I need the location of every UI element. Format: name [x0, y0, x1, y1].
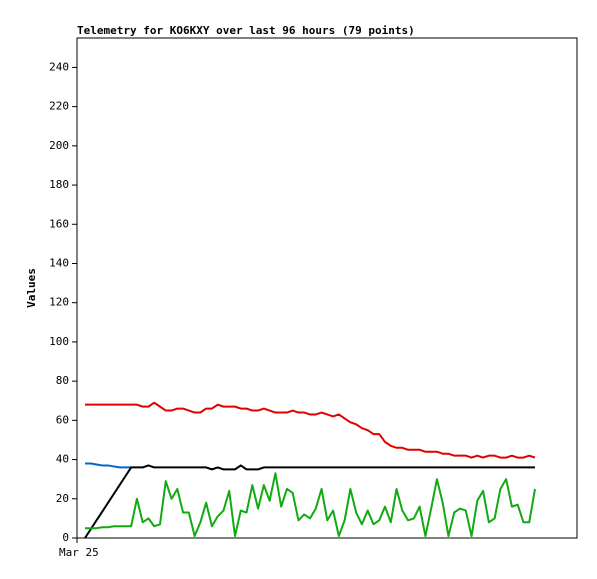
y-tick-label: 40 [56, 453, 69, 466]
y-tick-label: 0 [62, 531, 69, 544]
chart-title: Telemetry for KO6KXY over last 96 hours … [77, 24, 415, 37]
y-tick-label: 120 [49, 296, 69, 309]
plot-frame [76, 37, 578, 539]
y-tick-label: 160 [49, 217, 69, 230]
y-tick-label: 80 [56, 374, 69, 387]
y-tick-label: 220 [49, 100, 69, 113]
y-tick-label: 60 [56, 413, 69, 426]
y-tick-label: 140 [49, 256, 69, 269]
y-tick-label: 100 [49, 335, 69, 348]
series-line [85, 462, 132, 469]
series-line [84, 464, 535, 539]
y-tick-label: 240 [49, 60, 69, 73]
y-tick-label: 180 [49, 178, 69, 191]
x-start-label: Mar 25 [59, 546, 99, 559]
series-line [85, 472, 536, 538]
y-tick-label: 200 [49, 139, 69, 152]
series-line [85, 401, 536, 459]
y-axis-label: Values [25, 268, 38, 308]
y-tick-label: 20 [56, 492, 69, 505]
